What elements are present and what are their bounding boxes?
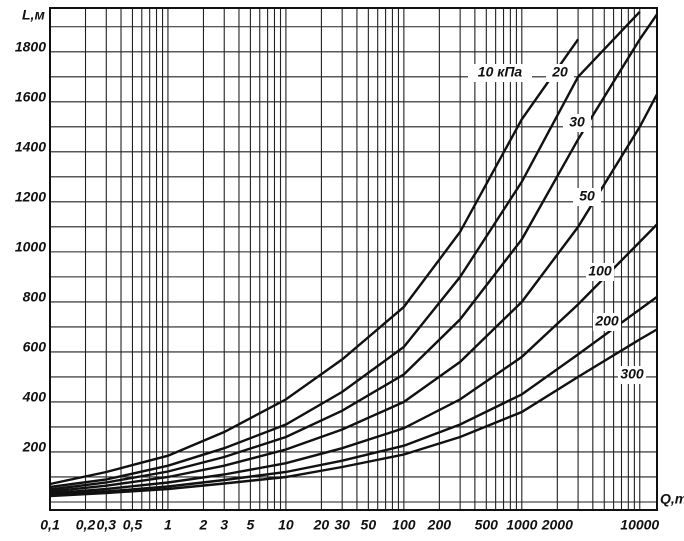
curve-label: 200 — [594, 313, 619, 329]
x-tick-label: 50 — [361, 517, 377, 533]
curve-label: 10 кПа — [478, 64, 523, 80]
curve-label-bg — [593, 313, 621, 331]
curve — [49, 93, 659, 493]
y-tick-label: 1200 — [15, 189, 46, 205]
x-tick-label: 2000 — [541, 517, 573, 533]
curve-label-bg — [468, 64, 532, 82]
x-tick-label: 10 — [278, 517, 294, 533]
curve-label: 20 — [551, 64, 568, 80]
curve — [49, 223, 658, 495]
curve-label-bg — [573, 188, 601, 206]
curve-label-bg — [586, 263, 614, 281]
curve — [49, 328, 658, 498]
plot-frame — [49, 7, 658, 511]
y-tick-label: 800 — [23, 289, 47, 305]
x-axis-label: Q,т — [660, 491, 684, 507]
x-tick-label: 500 — [475, 517, 499, 533]
curve-label-bg — [563, 114, 591, 132]
y-tick-label: 200 — [22, 439, 47, 455]
curve-label-bg — [618, 366, 646, 384]
x-tick-label: 0,3 — [97, 517, 117, 533]
x-tick-label: 100 — [392, 517, 416, 533]
curve-label: 30 — [569, 114, 585, 130]
x-tick-label: 3 — [220, 517, 228, 533]
y-axis-label: L,м — [22, 7, 45, 23]
y-tick-label: 600 — [23, 339, 47, 355]
curve — [49, 38, 580, 486]
curve-label: 300 — [620, 366, 644, 382]
y-tick-label: 1800 — [15, 38, 46, 54]
y-tick-label: 1600 — [15, 89, 46, 105]
x-tick-label: 20 — [313, 517, 330, 533]
x-tick-label: 1 — [164, 517, 172, 533]
x-tick-label: 200 — [427, 517, 452, 533]
y-tick-label: 1000 — [15, 239, 46, 255]
x-tick-label: 0,5 — [123, 517, 143, 533]
curve-label: 50 — [579, 188, 595, 204]
x-tick-label: 0,1 — [40, 517, 60, 533]
x-tick-label: 0,2 — [76, 517, 96, 533]
curve-label: 100 — [588, 263, 612, 279]
y-tick-label: 400 — [22, 389, 47, 405]
curve — [49, 10, 641, 489]
y-tick-label: 1400 — [15, 139, 46, 155]
x-tick-label: 1000 — [506, 517, 537, 533]
curve-label-bg — [546, 64, 574, 82]
x-tick-label: 30 — [334, 517, 350, 533]
curve — [49, 295, 658, 497]
x-tick-label: 10000 — [620, 517, 659, 533]
x-tick-label: 5 — [246, 517, 254, 533]
x-tick-label: 2 — [199, 517, 208, 533]
